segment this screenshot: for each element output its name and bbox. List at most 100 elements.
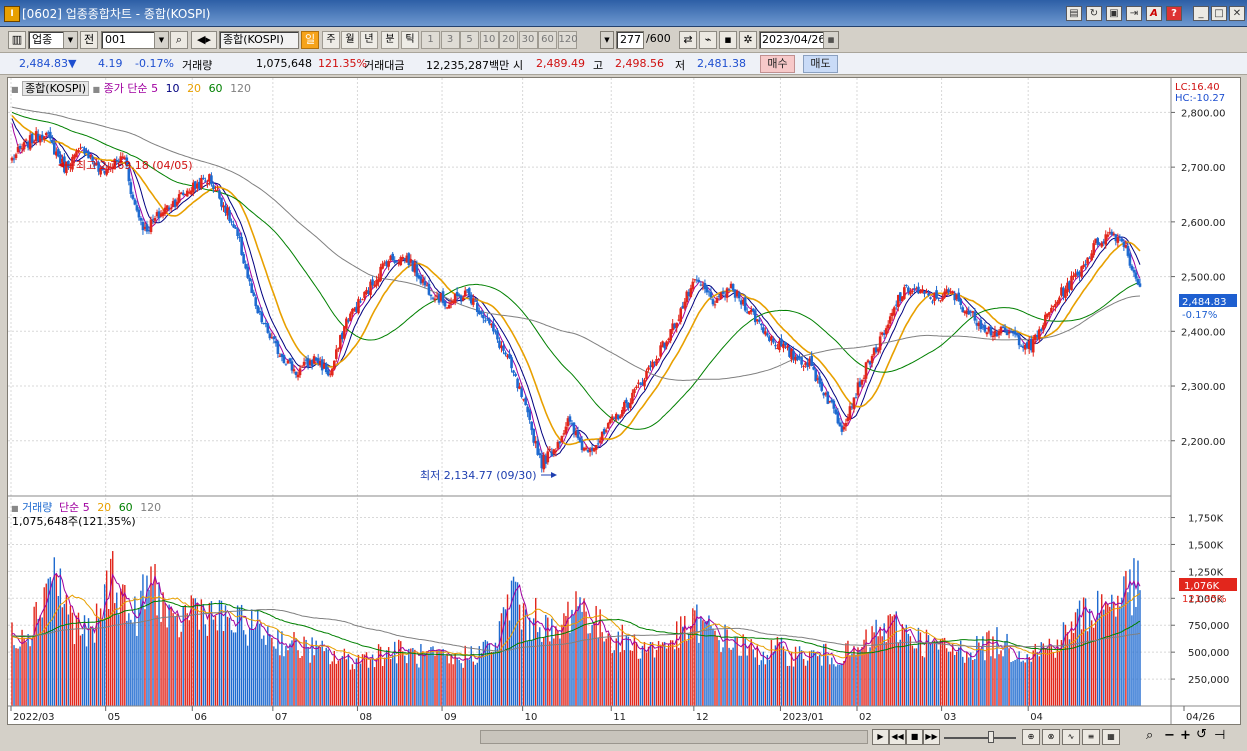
bottom-control-bar: ▶ ◀◀ ■ ▶▶ ⊕ ⊗ ∿ ≡ ▦ ⌕ − + ↺ ⊣ [0, 725, 1247, 751]
candle-body [268, 333, 272, 339]
drawing-icon[interactable]: ∿ [1062, 729, 1080, 745]
code-select[interactable]: 001 ▼ [101, 31, 169, 49]
horizontal-scrollbar[interactable] [480, 730, 868, 744]
text-a-icon[interactable]: A [1146, 6, 1162, 21]
volume-bar [1054, 657, 1057, 706]
minute-period-button-4[interactable]: 20 [499, 31, 518, 49]
chevron-down-icon[interactable]: ▼ [601, 32, 613, 48]
help-icon[interactable]: ? [1166, 6, 1182, 21]
volume-bar [394, 641, 396, 706]
candle-body [840, 425, 844, 432]
period-dropdown[interactable]: ▼ [600, 31, 614, 49]
disk-icon[interactable]: ▪ [719, 31, 737, 49]
close-icon[interactable]: ✕ [1229, 6, 1245, 21]
candle-body [868, 361, 872, 365]
hide-icon[interactable]: ⊣ [1214, 728, 1226, 743]
stop-icon[interactable]: ■ [906, 729, 923, 745]
candle-body [798, 357, 801, 359]
speaker-icon[interactable]: ◀▸ [191, 31, 217, 49]
volume-bar [1038, 656, 1040, 706]
minute-period-button-3[interactable]: 10 [479, 31, 499, 49]
period-day-button[interactable]: 일 [301, 31, 319, 49]
chevron-down-icon[interactable]: ▼ [154, 32, 168, 48]
calendar-icon[interactable]: ▦ [823, 32, 838, 48]
candle-body [1009, 331, 1013, 333]
volume-bar [337, 660, 340, 706]
maximize-icon[interactable]: □ [1211, 6, 1227, 21]
candle-body [278, 355, 282, 357]
candle-body [391, 253, 395, 261]
sell-button[interactable]: 매도 [803, 55, 838, 73]
period-button-0[interactable]: 주 [322, 31, 340, 49]
list-icon[interactable]: ≡ [1082, 729, 1100, 745]
volume-legend-ma-title[interactable]: 단순 [58, 501, 80, 514]
candle-body [701, 284, 705, 286]
period-button-3[interactable]: 분 [381, 31, 399, 49]
volume-bar [31, 638, 33, 706]
volume-bar [442, 648, 444, 706]
link-icon[interactable]: ⇥ [1126, 6, 1142, 21]
compare-icon[interactable]: ⇄ [679, 31, 697, 49]
candle-body [743, 297, 747, 311]
prev-button[interactable]: 전 [80, 31, 98, 49]
buy-button[interactable]: 매수 [760, 55, 795, 73]
reset-icon[interactable]: ↺ [1196, 727, 1207, 742]
count-input[interactable]: 277 [616, 31, 644, 49]
chart-area[interactable]: 2,800.00 2,700.00 2,600.00 2,500.00 2,400.00… [7, 77, 1241, 725]
candle-body [987, 326, 991, 332]
period-button-1[interactable]: 월 [341, 31, 359, 49]
search-icon[interactable]: ⌕ [170, 31, 188, 49]
candle-body [782, 344, 785, 349]
market-type-select[interactable]: 업종 ▼ [28, 31, 78, 49]
table-icon[interactable]: ▦ [1102, 729, 1120, 745]
minute-period-button-6[interactable]: 60 [538, 31, 557, 49]
minute-period-button-0[interactable]: 1 [421, 31, 440, 49]
zoom-slider-track [944, 737, 1016, 739]
chevron-down-icon[interactable]: ▼ [63, 32, 77, 48]
candle-body [584, 447, 588, 450]
date-field[interactable]: 2023/04/26 ▦ [759, 31, 839, 49]
volume-bar [921, 656, 924, 706]
indicator-icon[interactable]: ⌁ [699, 31, 717, 49]
cursor-icon[interactable]: ⊕ [1022, 729, 1040, 745]
window-layout-icon[interactable]: ▤ [1066, 6, 1082, 21]
volume-bar [887, 615, 889, 706]
zoom-icon[interactable]: ⌕ [1146, 728, 1154, 743]
minute-period-button-7[interactable]: 120 [557, 31, 578, 49]
minute-period-button-1[interactable]: 3 [440, 31, 460, 49]
volume-bar [520, 629, 523, 706]
legend-ma-title[interactable]: 종가 단순 [103, 82, 148, 95]
plus-icon[interactable]: + [1180, 728, 1191, 743]
period-button-4[interactable]: 틱 [401, 31, 419, 49]
candle-body [951, 291, 954, 294]
zoom-slider[interactable] [944, 731, 1016, 743]
chart-canvas[interactable]: 2,800.00 2,700.00 2,600.00 2,500.00 2,400.00… [8, 78, 1240, 724]
crosshair-icon[interactable]: ⊗ [1042, 729, 1060, 745]
volume-bar [907, 633, 910, 706]
volume-bar [325, 647, 327, 706]
minute-period-button-5[interactable]: 30 [518, 31, 538, 49]
candle-body [616, 414, 620, 420]
scroll-right-icon[interactable]: ▶ [872, 729, 889, 745]
period-button-2[interactable]: 년 [360, 31, 378, 49]
save-icon[interactable]: ▣ [1106, 6, 1122, 21]
legend-symbol[interactable]: 종합(KOSPI) [22, 81, 90, 96]
volume-bar [1036, 652, 1038, 706]
candle-body [425, 285, 429, 287]
volume-legend-title[interactable]: 거래량 [22, 501, 53, 514]
minimize-icon[interactable]: _ [1193, 6, 1209, 21]
volume-bar [250, 609, 253, 706]
gear-icon[interactable]: ✲ [739, 31, 757, 49]
minute-period-button-2[interactable]: 5 [460, 31, 479, 49]
volume-bar [287, 650, 289, 706]
chart-settings-icon[interactable]: ▥ [8, 31, 26, 49]
volume-bar [901, 624, 904, 706]
step-forward-icon[interactable]: ▶▶ [923, 729, 940, 745]
refresh-icon[interactable]: ↻ [1086, 6, 1102, 21]
candle-body [79, 147, 82, 149]
step-back-icon[interactable]: ◀◀ [889, 729, 906, 745]
minus-icon[interactable]: − [1164, 728, 1175, 743]
volume-bar [808, 651, 811, 706]
zoom-slider-thumb[interactable] [988, 731, 994, 743]
candle-body [1134, 272, 1138, 279]
